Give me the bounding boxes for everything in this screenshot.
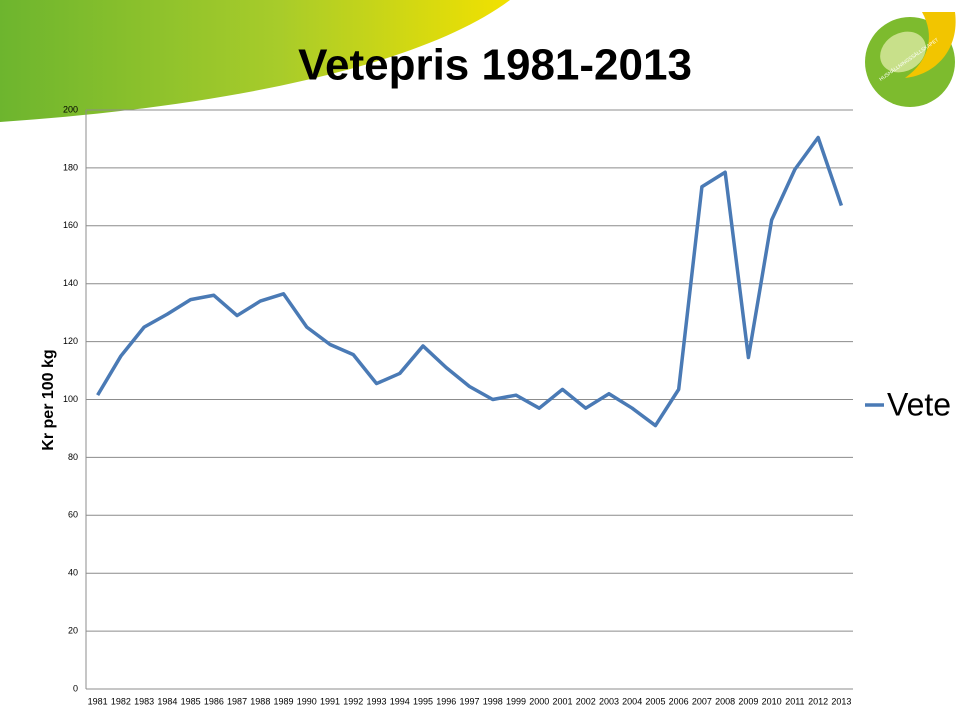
x-tick-label: 1994 <box>390 696 410 705</box>
x-tick-label: 1986 <box>204 696 224 705</box>
x-tick-label: 2008 <box>715 696 735 705</box>
x-tick-label: 2011 <box>785 696 804 705</box>
x-tick-label: 1988 <box>250 696 270 705</box>
x-tick-label: 1992 <box>343 696 363 705</box>
y-tick-label: 60 <box>68 510 78 520</box>
y-tick-label: 200 <box>63 104 78 114</box>
header-swoosh <box>0 0 510 122</box>
data-line <box>96 135 844 428</box>
y-tick-label: 80 <box>68 452 78 462</box>
x-tick-label: 2005 <box>645 696 665 705</box>
x-tick-label: 1984 <box>157 696 177 705</box>
x-tick-label: 1982 <box>111 696 131 705</box>
x-tick-label: 2006 <box>669 696 689 705</box>
x-tick-label: 2010 <box>762 696 782 705</box>
chart-title: Vetepris 1981-2013 <box>298 41 692 90</box>
legend-label: Vete <box>887 386 951 422</box>
y-tick-label: 160 <box>63 220 78 230</box>
x-tick-label: 2003 <box>599 696 619 705</box>
y-tick-label: 120 <box>63 336 78 346</box>
x-tick-label: 2012 <box>808 696 828 705</box>
x-tick-label: 2009 <box>738 696 758 705</box>
y-tick-label: 140 <box>63 278 78 288</box>
x-tick-label: 2013 <box>831 696 851 705</box>
x-tick-label: 2002 <box>576 696 596 705</box>
x-tick-label: 2000 <box>529 696 549 705</box>
x-tick-label: 1981 <box>88 696 108 705</box>
y-tick-label: 40 <box>68 568 78 578</box>
x-tick-label: 2001 <box>552 696 572 705</box>
x-tick-label: 1983 <box>134 696 154 705</box>
x-tick-label: 1995 <box>413 696 433 705</box>
x-tick-label: 1997 <box>459 696 479 705</box>
x-tick-label: 1985 <box>181 696 201 705</box>
x-tick-label: 1991 <box>320 696 340 705</box>
x-tick-label: 1993 <box>367 696 387 705</box>
y-tick-label: 180 <box>63 162 78 172</box>
x-tick-label: 1996 <box>436 696 456 705</box>
logo: HUSHÅLLNINGSSÄLLSKAPET <box>865 12 956 107</box>
x-tick-label: 1990 <box>297 696 317 705</box>
x-tick-label: 2004 <box>622 696 642 705</box>
x-tick-label: 1989 <box>274 696 294 705</box>
y-axis-label: Kr per 100 kg <box>40 349 57 450</box>
y-tick-label: 100 <box>63 394 78 404</box>
x-tick-label: 2007 <box>692 696 712 705</box>
x-tick-label: 1998 <box>483 696 503 705</box>
y-tick-label: 20 <box>68 625 78 635</box>
x-tick-label: 1999 <box>506 696 526 705</box>
x-tick-label: 1987 <box>227 696 247 705</box>
y-tick-label: 0 <box>73 683 78 693</box>
